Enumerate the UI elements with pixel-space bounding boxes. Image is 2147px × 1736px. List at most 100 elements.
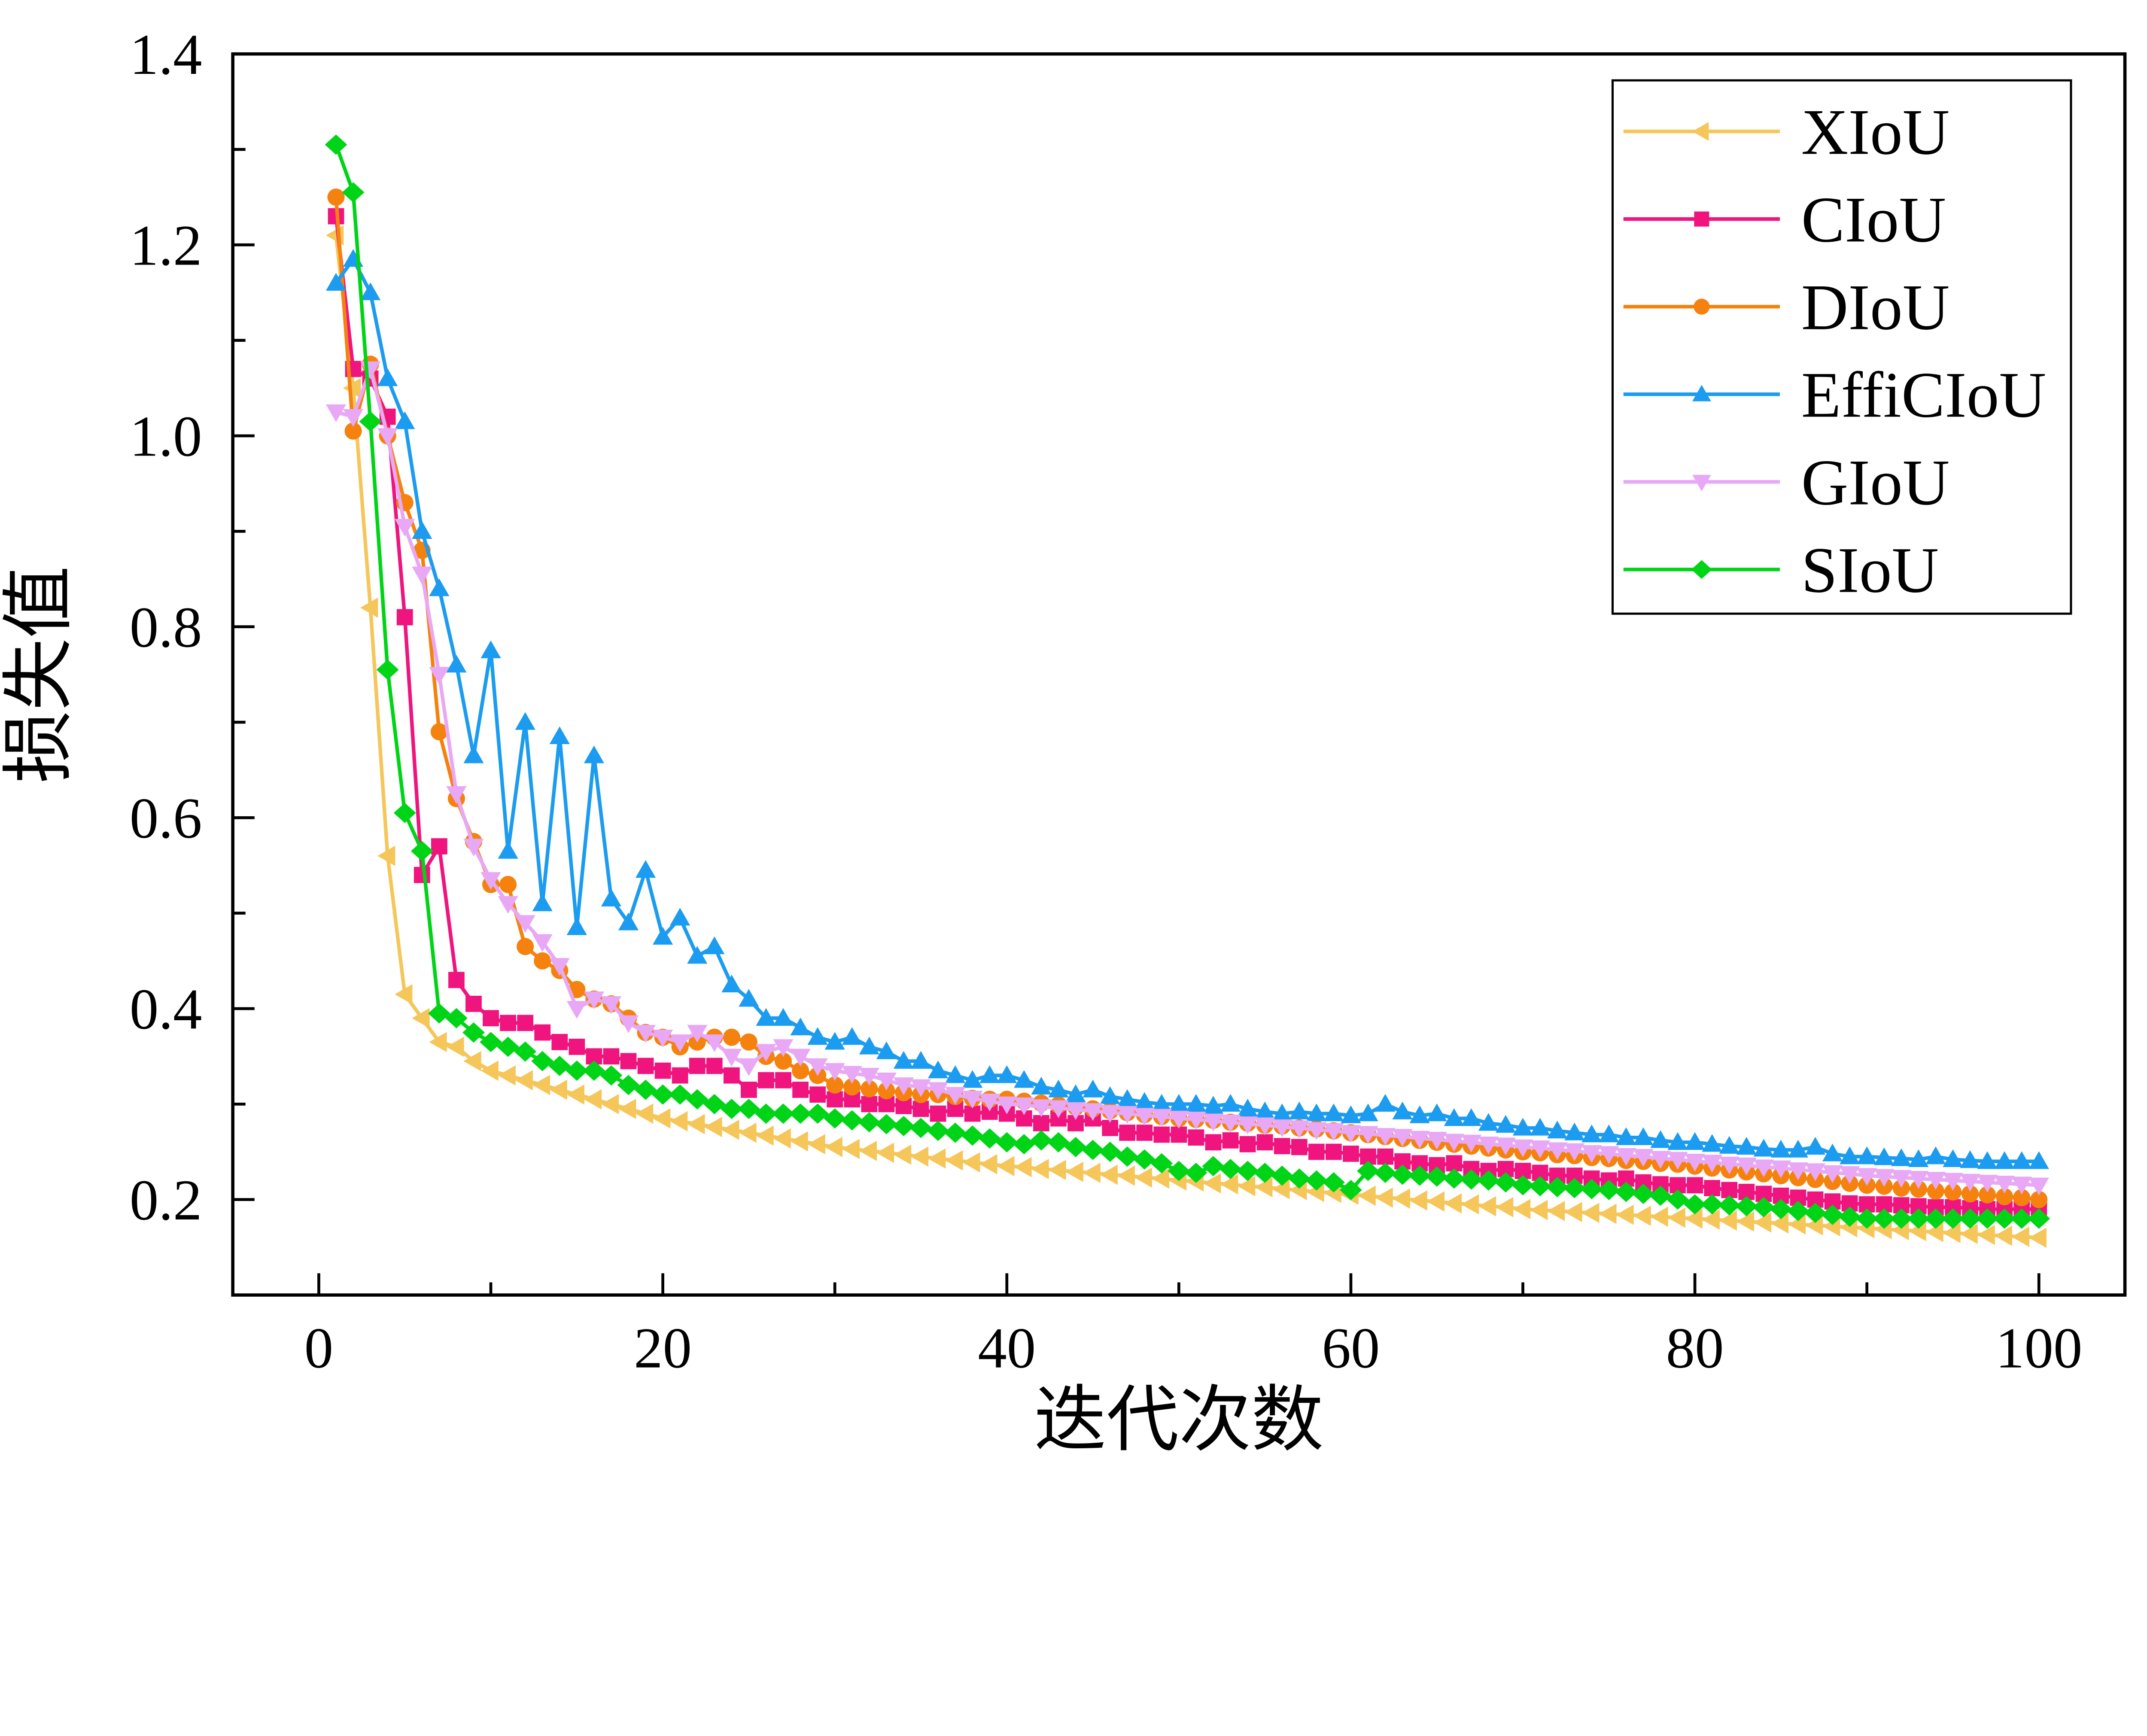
marker-triangle-left [1014,1157,1032,1177]
marker-triangle-down [687,1025,708,1043]
marker-diamond [376,660,399,680]
marker-diamond [531,1051,554,1071]
marker-circle [499,876,517,894]
legend-label: SIoU [1801,534,1939,606]
marker-triangle-up [1237,1098,1258,1117]
marker-circle [327,188,345,206]
marker-square [930,1105,946,1122]
legend: XIoU CIoU DIoU EffiCIoU GIoU SIoU [1611,79,2072,615]
loss-chart: 0 20 40 60 80 100 0.2 0.4 0.6 0.8 1.0 1.2 1.4 迭代次数 损… [0,23,2127,1460]
marker-triangle-up [756,1008,776,1026]
marker-triangle-left [1203,1173,1221,1194]
marker-triangle-down [1100,1105,1120,1123]
marker-triangle-down [2011,1177,2032,1195]
marker-triangle-down [446,786,467,804]
marker-square [1377,1148,1393,1165]
marker-triangle-up [910,1051,931,1069]
marker-diamond [566,1060,588,1081]
marker-triangle-left [1692,122,1709,141]
marker-triangle-down [893,1077,914,1095]
marker-diamond [995,1132,1018,1152]
marker-triangle-down [1048,1100,1069,1118]
marker-triangle-up [549,726,570,745]
marker-diamond [1821,1204,1844,1225]
marker-triangle-up [1805,1137,1826,1155]
marker-triangle-up [962,1070,983,1088]
marker-triangle-up [2011,1151,2032,1169]
marker-triangle-down [945,1087,966,1105]
marker-triangle-up [773,1008,794,1026]
marker-diamond [1701,1194,1724,1215]
marker-square [1136,1125,1153,1141]
marker-circle [826,1076,844,1094]
marker-diamond [1907,1208,1930,1229]
marker-triangle-down [962,1091,983,1109]
marker-triangle-left [412,1008,430,1028]
marker-triangle-down [1840,1166,1860,1184]
marker-triangle-up [928,1060,949,1079]
marker-triangle-left [739,1122,757,1143]
marker-triangle-down [1770,1160,1791,1178]
plot-frame [231,52,2127,1297]
marker-triangle-left [1512,1199,1531,1219]
marker-diamond [1253,1162,1276,1183]
marker-triangle-left [515,1070,533,1091]
marker-triangle-up [446,654,467,673]
marker-triangle-up [1581,1124,1602,1143]
marker-triangle-up [1719,1136,1739,1154]
marker-triangle-down [1426,1131,1447,1150]
marker-diamond [1924,1208,1947,1229]
y-axis-label: 损失值 [0,566,79,783]
marker-triangle-up [584,745,604,763]
marker-triangle-down [1977,1174,1998,1193]
marker-triangle-up [1220,1094,1241,1112]
marker-triangle-down [377,428,398,446]
marker-circle [1996,1188,2013,1206]
marker-diamond [359,411,382,432]
marker-square [827,1091,843,1108]
marker-triangle-left [1100,1164,1118,1185]
marker-diamond [1477,1170,1500,1191]
marker-triangle-down [1186,1112,1207,1130]
marker-triangle-left [670,1111,688,1131]
marker-diamond [428,1003,450,1024]
marker-diamond [1691,560,1712,579]
marker-circle [1927,1182,1944,1200]
marker-triangle-left [1461,1194,1479,1215]
marker-diamond [1271,1165,1293,1186]
marker-triangle-down [463,839,484,857]
marker-triangle-down [1667,1152,1688,1170]
marker-square [551,1034,568,1050]
marker-square [1291,1139,1308,1155]
marker-triangle-down [704,1034,725,1052]
marker-triangle-up [687,946,708,964]
marker-triangle-left [549,1079,567,1100]
marker-triangle-left [1048,1160,1066,1180]
marker-triangle-down [1237,1116,1258,1134]
marker-triangle-up [1685,1132,1705,1150]
y-tick-label: 0.2 [130,1168,202,1232]
marker-square [861,1096,878,1113]
marker-diamond [1667,1189,1689,1210]
marker-triangle-down [584,991,604,1009]
marker-triangle-down [1564,1143,1585,1161]
marker-square [1687,1177,1703,1194]
marker-diamond [858,1112,881,1133]
marker-triangle-down [1220,1114,1241,1133]
marker-square [1343,1146,1359,1162]
marker-triangle-left [1220,1174,1238,1195]
series-giou [325,361,2049,1195]
marker-triangle-up [1151,1094,1172,1112]
marker-diamond [1873,1208,1895,1229]
marker-triangle-down [2028,1177,2049,1195]
marker-square [809,1086,826,1103]
marker-triangle-down [601,996,622,1014]
marker-triangle-down [1857,1168,1877,1186]
marker-triangle-left [2011,1226,2029,1247]
marker-diamond [325,134,347,155]
marker-square [723,1067,740,1084]
marker-triangle-up [1977,1151,1998,1169]
marker-triangle-down [532,934,553,952]
marker-triangle-up [704,936,725,955]
marker-circle [1961,1185,1979,1203]
